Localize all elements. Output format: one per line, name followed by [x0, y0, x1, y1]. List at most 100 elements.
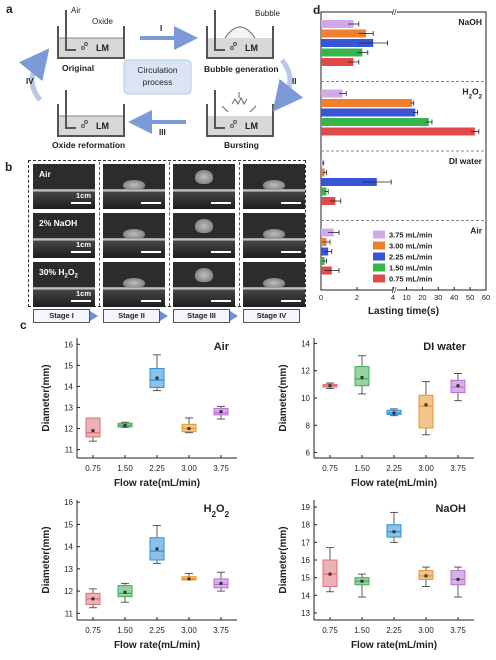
x-tick-label: 3.75: [213, 626, 229, 635]
bubble-blob: [123, 278, 145, 288]
box-chart-air: 11 12 13 14 15 16 0.75 1.50 2.25 3.00 3.75 Flow rat…: [41, 338, 237, 489]
bubble-blob: [263, 278, 285, 288]
liquid-metal: [103, 239, 165, 258]
legend-swatch: [373, 230, 385, 239]
x-axis-label: Flow rate(mL/min): [351, 640, 437, 651]
bar-di-water-0: [321, 159, 323, 167]
photo-r1-c1: Air 1cm: [33, 164, 95, 209]
x-tick-label: 30: [434, 293, 442, 302]
x-axis-label: Flow rate(mL/min): [351, 478, 437, 489]
y-tick-label: 12: [64, 425, 73, 434]
mean-marker: [187, 577, 191, 581]
x-tick-label: 60: [482, 293, 490, 302]
photo-r1-c2: [103, 164, 165, 209]
photo-r3-c4: [243, 262, 305, 307]
legend-label: 3.75 mL/min: [389, 231, 433, 240]
scale-bar: [211, 251, 231, 253]
scale-label: 1cm: [75, 240, 91, 249]
label-bubble: Bubble: [255, 9, 280, 18]
scale-bar: [141, 251, 161, 253]
column-separator: [169, 162, 170, 306]
x-tick-label: 0: [319, 293, 323, 302]
x-tick-label: 3.00: [181, 626, 197, 635]
photo-grid-frame: [28, 160, 306, 307]
legend-swatch: [373, 252, 385, 261]
bar-air-3: [321, 257, 325, 265]
box-chart-di-water: 6 8 10 12 14 0.75 1.50 2.25 3.00 3.75 Flow rate(mL…: [278, 338, 474, 489]
lm-1: LM: [96, 43, 109, 53]
center-text: Circulation process: [124, 64, 191, 88]
chart-title: H2O2: [204, 503, 230, 519]
bar-di-water-4: [321, 197, 336, 205]
bar-naoh-0: [321, 20, 354, 28]
scale-label: 1cm: [75, 191, 91, 200]
bar-h2o2-0: [321, 89, 343, 98]
mean-marker: [328, 384, 332, 388]
photo-r2-c1: 2% NaOH 1cm: [33, 213, 95, 258]
liquid-metal: [103, 190, 165, 209]
bubble-blob: [195, 219, 213, 233]
lm-2: LM: [245, 43, 258, 53]
bubble-blob: [263, 180, 285, 190]
y-tick-label: 15: [64, 520, 73, 529]
surface-line: [103, 238, 165, 241]
liquid-metal: [243, 190, 305, 209]
bar-naoh-1: [321, 29, 366, 38]
photo-r2-c3: [173, 213, 235, 258]
bar-naoh-2: [321, 39, 374, 47]
y-tick-label: 14: [64, 382, 73, 391]
y-tick-label: 13: [64, 403, 73, 412]
y-tick-label: 12: [301, 367, 310, 376]
scale-label: 1cm: [75, 289, 91, 298]
chart-title: Air: [214, 341, 230, 353]
x-tick-label: 3.75: [213, 464, 229, 473]
x-tick-label: 4: [391, 293, 395, 302]
group-label: DI water: [449, 156, 483, 166]
liquid-metal: [243, 239, 305, 258]
photo-r3-c3: [173, 262, 235, 307]
x-tick-label: 1.50: [117, 626, 133, 635]
x-tick-label: 50: [466, 293, 474, 302]
y-tick-label: 13: [64, 565, 73, 574]
x-tick-label: 0.75: [85, 626, 101, 635]
x-tick-label: 1.50: [354, 626, 370, 635]
caption-oxide-reformation: Oxide reformation: [52, 140, 126, 150]
scale-bar: [211, 300, 231, 302]
y-tick-label: 17: [301, 538, 310, 547]
y-tick-label: 16: [64, 340, 73, 349]
y-tick-label: 18: [301, 521, 310, 530]
mean-marker: [392, 530, 396, 534]
column-separator: [99, 162, 100, 306]
mean-marker: [456, 384, 460, 388]
mean-marker: [424, 403, 428, 407]
x-tick-label: 40: [450, 293, 458, 302]
y-tick-label: 14: [64, 543, 73, 552]
mean-marker: [392, 411, 396, 415]
chart-title: NaOH: [435, 503, 466, 515]
x-tick-label: 1.50: [354, 464, 370, 473]
y-axis-label: Diameter(mm): [278, 526, 289, 593]
bar-air-0: [321, 228, 334, 237]
x-tick-label: 3.75: [450, 626, 466, 635]
lm-4: LM: [96, 121, 109, 131]
x-tick-label: 2: [355, 293, 359, 302]
photo-r2-c2: [103, 213, 165, 258]
photo-row-label: Air: [39, 169, 51, 179]
y-tick-label: 12: [64, 587, 73, 596]
surface-line: [103, 287, 165, 290]
bar-di-water-3: [321, 187, 327, 196]
photo-row-label: 2% NaOH: [39, 218, 78, 228]
step-3: III: [159, 128, 166, 137]
y-tick-label: 8: [306, 421, 311, 430]
x-tick-label: 20: [418, 293, 426, 302]
step-4: IV: [26, 77, 34, 86]
box-3.00: [418, 394, 434, 429]
bar-naoh-4: [321, 58, 354, 66]
scale-bar: [71, 300, 91, 302]
liquid-metal: [33, 190, 95, 209]
bar-naoh-3: [321, 48, 363, 57]
label-oxide: Oxide: [92, 17, 113, 26]
lm-3: LM: [245, 121, 258, 131]
bar-h2o2-4: [321, 127, 475, 136]
mean-marker: [155, 376, 159, 380]
